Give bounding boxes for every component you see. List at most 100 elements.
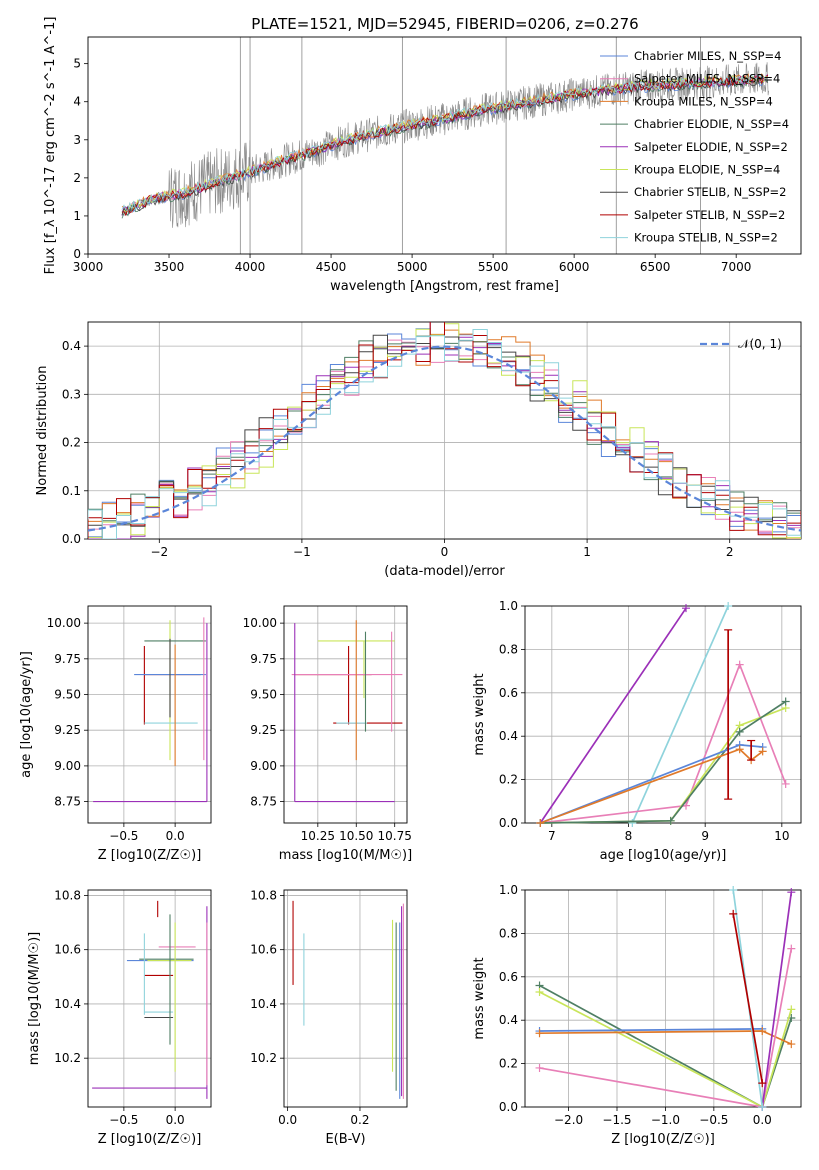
x-tick-label: −1.0: [651, 1113, 680, 1127]
y-tick-label: 0.6: [499, 686, 518, 700]
weight-marker: [781, 779, 790, 788]
legend-label: Chabrier STELIB, N_SSP=2: [634, 185, 786, 199]
y-tick-label: 3: [73, 133, 81, 147]
weight-marker: [787, 888, 796, 897]
axes-frame: [87, 889, 212, 1108]
weight-marker: [787, 1040, 796, 1049]
weight-line: [732, 913, 764, 1084]
x-tick-label: −2.0: [554, 1113, 583, 1127]
weight-marker: [758, 1027, 767, 1036]
x-tick-label: −1: [293, 545, 311, 559]
x-axis-label: age [log10(age/yr)]: [600, 848, 727, 863]
weight-marker: [735, 745, 744, 754]
weight-marker: [535, 987, 544, 996]
y-tick-label: 0.0: [499, 816, 518, 830]
x-tick-label: 4500: [316, 260, 347, 274]
weight-marker: [666, 816, 675, 825]
x-tick-label: −0.5: [109, 1113, 138, 1127]
x-tick-label: 10.75: [378, 829, 412, 843]
y-tick-label: 1: [73, 209, 81, 223]
mass-weight-vs-Z-panel: −2.0 −1.5 −1.0 −0.5 0.0 0.0 0.2 0.4 0.6 0.8 1.0 Z […: [472, 883, 802, 1147]
model-spectrum-2: [121, 73, 768, 215]
weight-marker: [535, 1063, 544, 1072]
legend-label: Kroupa STELIB, N_SSP=2: [634, 231, 778, 245]
y-axis-label: Flux [f_λ 10^-17 erg cm^-2 s^-1 A^-1]: [43, 17, 58, 275]
legend-label: Kroupa ELODIE, N_SSP=4: [634, 163, 780, 177]
x-tick-label: 2: [726, 545, 734, 559]
x-tick-label: 9: [701, 829, 709, 843]
y-tick-label: 9.75: [54, 652, 81, 666]
y-tick-label: 9.00: [250, 759, 277, 773]
y-tick-label: 9.50: [54, 688, 81, 702]
y-tick-label: 9.75: [250, 652, 277, 666]
x-tick-label: 0.0: [166, 829, 185, 843]
y-tick-label: 0.1: [62, 484, 81, 498]
x-tick-label: 10.25: [301, 829, 335, 843]
y-tick-label: 0.2: [499, 773, 518, 787]
histogram-salpeter_stelib: [88, 322, 801, 539]
legend-label: Salpeter STELIB, N_SSP=2: [634, 208, 785, 222]
y-tick-label: 10.6: [54, 943, 81, 957]
weight-marker: [758, 1103, 767, 1111]
y-axis-label: mass weight: [472, 673, 487, 755]
y-tick-label: 8.75: [54, 795, 81, 809]
y-tick-label: 2: [73, 171, 81, 185]
weight-marker: [781, 697, 790, 706]
x-tick-label: 5500: [478, 260, 509, 274]
histogram-kroupa_stelib: [88, 329, 801, 539]
weight-marker: [758, 747, 767, 756]
y-tick-label: 0.4: [499, 1013, 518, 1027]
x-tick-label: −2: [150, 545, 168, 559]
y-tick-label: 10.8: [250, 888, 277, 902]
age-vs-mass-plot-area: [291, 620, 403, 803]
x-axis-label: Z [log10(Z/Z☉)]: [611, 1132, 715, 1147]
weight-marker: [758, 1079, 767, 1088]
axes-frame: [524, 889, 802, 1108]
x-axis-label: E(B-V): [325, 1132, 365, 1147]
weight-marker: [536, 819, 545, 827]
y-tick-label: 9.00: [54, 759, 81, 773]
legend-label: Salpeter ELODIE, N_SSP=2: [634, 140, 788, 154]
y-tick-label: 8.75: [250, 795, 277, 809]
model-spectrum-8: [121, 74, 768, 211]
age-vs-mass-panel: 10.25 10.50 10.75 8.75 9.00 9.25 9.50 9.75 10.00…: [243, 605, 412, 863]
x-axis-label: mass [log10(M/M☉)]: [279, 848, 412, 863]
mass-vs-Z-panel: −0.5 0.0 10.2 10.4 10.6 10.8 Z [log10(Z/Z☉)] ma…: [27, 888, 212, 1147]
y-tick-label: 10.6: [250, 943, 277, 957]
y-tick-label: 0.8: [499, 926, 518, 940]
weight-marker: [628, 819, 637, 827]
weight-line: [540, 662, 787, 824]
y-tick-label: 0: [73, 247, 81, 261]
y-tick-label: 10.00: [47, 616, 81, 630]
y-tick-label: 5: [73, 57, 81, 71]
y-tick-label: 0.0: [62, 532, 81, 546]
y-axis-label: mass [log10(M/M☉)]: [27, 932, 42, 1065]
y-tick-label: 10.8: [54, 888, 81, 902]
y-tick-label: 1.0: [499, 599, 518, 613]
axes-frame: [524, 605, 802, 824]
weight-marker: [787, 1005, 796, 1014]
x-tick-label: 0.0: [753, 1113, 772, 1127]
x-tick-label: 10.50: [339, 829, 373, 843]
y-tick-label: 9.25: [54, 723, 81, 737]
y-tick-label: 0.4: [62, 339, 81, 353]
x-tick-label: 7: [548, 829, 556, 843]
y-axis-label: Normed distribution: [35, 366, 50, 496]
weight-marker: [735, 727, 744, 736]
axes-frame: [283, 605, 408, 824]
legend-label: 𝒩(0, 1): [738, 337, 782, 351]
y-tick-label: 1.0: [499, 883, 518, 897]
x-tick-label: 6500: [640, 260, 671, 274]
y-tick-label: 0.4: [499, 729, 518, 743]
axes-frame: [283, 889, 408, 1108]
x-tick-label: −1.5: [602, 1113, 631, 1127]
mass-weight-vs-age-plot-area: [536, 602, 790, 827]
weight-marker: [535, 1029, 544, 1038]
x-tick-label: 4000: [235, 260, 266, 274]
x-tick-label: −0.5: [109, 829, 138, 843]
x-tick-label: 6000: [559, 260, 590, 274]
x-tick-label: 5000: [397, 260, 428, 274]
y-tick-label: 10.00: [243, 616, 277, 630]
y-tick-label: 10.2: [250, 1051, 277, 1065]
